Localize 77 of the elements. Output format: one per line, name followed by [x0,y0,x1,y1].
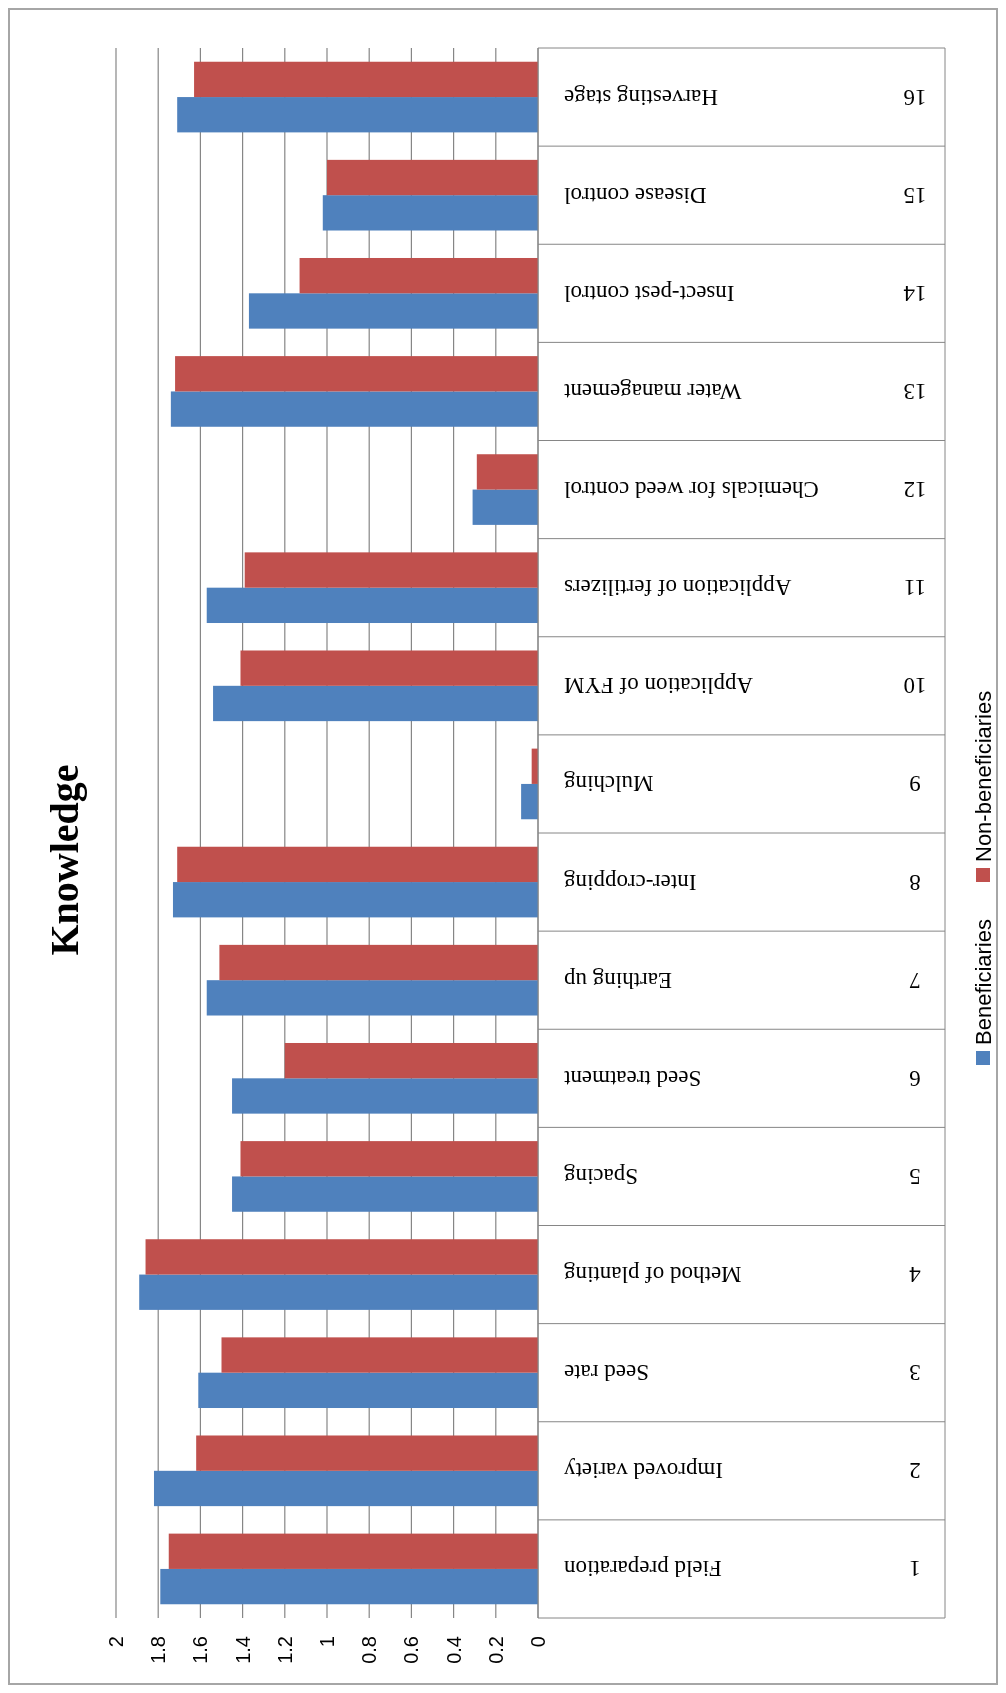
y-tick-label: Improved variety [563,1458,724,1484]
bar [240,650,538,686]
text: 1 [909,1556,921,1582]
bar [177,97,538,133]
y-tick-label: Earthing up [564,967,672,993]
y-tick-label: Inter-cropping [563,869,697,895]
text: 12 [903,477,927,503]
text: 15 [903,182,927,208]
bar [244,552,538,588]
bar [213,685,538,722]
text: 13 [903,378,927,404]
x-tick-label: 1.8 [147,1636,170,1664]
y-tick-label: Seed treatment [563,1065,702,1091]
x-tick-label: 0.8 [358,1636,381,1664]
bar [322,195,538,231]
bar [153,1470,538,1507]
y-tick-label: Seed rate [564,1360,649,1386]
text: 5 [909,1163,921,1189]
bar [240,1141,538,1177]
x-tick-label: 0.4 [442,1636,465,1664]
bar [284,1042,538,1079]
bar [232,1078,538,1114]
bar [232,1176,538,1212]
text: 10 [903,673,927,699]
bar [194,61,538,98]
y-tick-label: Application of fertilizers [563,575,792,601]
text: 2 [909,1458,921,1484]
bar [196,1435,538,1471]
bar [219,944,538,981]
x-tick-label: 0.2 [484,1636,507,1664]
y-tick-label: Mulching [563,771,654,797]
bar [160,1568,538,1605]
text: 6 [909,1065,921,1091]
bar [175,356,538,392]
text: 16 [903,84,927,110]
text: 9 [909,771,921,797]
x-tick-label: 1.6 [189,1636,212,1664]
y-tick-label: Insect-pest control [564,280,735,306]
y-tick-label: Harvesting stage [564,84,718,110]
text: 7 [909,967,921,993]
bar [170,391,538,427]
x-tick-label: 1.4 [231,1636,254,1664]
bar [299,257,538,294]
bar [139,1274,538,1310]
text: 14 [903,280,927,306]
y-tick-label: Water management [563,378,742,404]
bar [521,783,538,820]
bar [172,882,538,918]
bar [168,1533,538,1569]
x-tick-label: 2 [105,1636,127,1648]
bar [476,454,538,490]
bar [206,587,538,624]
y-tick-label: Application of FYM [564,673,754,699]
bar [198,1372,538,1409]
text: 4 [908,1262,921,1288]
bar [206,980,538,1016]
bar [472,489,538,525]
text: 3 [909,1360,921,1386]
bar [248,293,538,329]
x-tick-label: 0 [527,1636,549,1648]
y-tick-label: Chemicals for weed control [564,477,819,503]
text: Beneficiaries [970,919,996,1045]
x-tick-label: 1 [316,1636,338,1648]
bar [177,846,538,883]
y-tick-label: Field preparation [563,1556,722,1582]
x-tick-label: 1.2 [273,1636,296,1664]
text: Non-beneficiaries [970,690,996,862]
bar [327,159,538,196]
y-tick-label: Spacing [563,1163,639,1189]
text: Knowledge [41,764,87,956]
y-tick-label: Method of planting [563,1262,742,1288]
y-tick-label: Disease control [564,182,707,208]
x-tick-label: 0.6 [400,1636,423,1664]
bar [221,1337,538,1373]
text: 8 [909,869,921,895]
bar [145,1239,538,1275]
text: 11 [903,575,927,601]
